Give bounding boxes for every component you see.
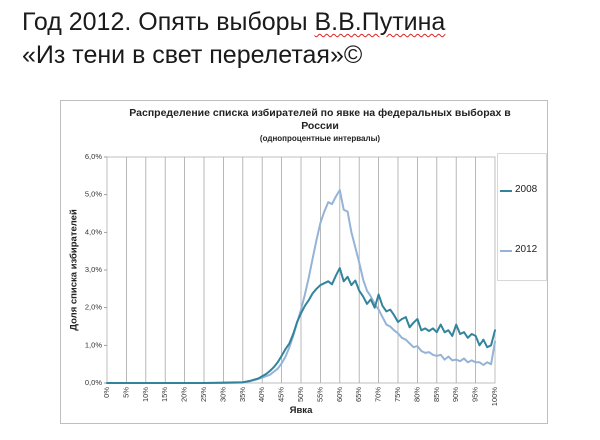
- y-tick-label: 6,0%: [85, 152, 102, 161]
- x-tick-label: 10%: [141, 387, 150, 402]
- legend-swatch: [500, 190, 512, 192]
- x-tick-label: 40%: [257, 387, 266, 402]
- series-line-2012: [106, 189, 496, 384]
- slide-title: Год 2012. Опять выборы В.В.Путина «Из те…: [22, 6, 445, 72]
- x-tick-label: 65%: [354, 387, 363, 402]
- chart-subtitle: (однопроцентные интервалы): [259, 134, 381, 143]
- y-axis-label: Доля списка избирателей: [69, 209, 80, 331]
- chart-plot: 0% 5% 10% 15% 20% 25% 30% 35% 40% 45% 50% 55% 60% 65%…: [69, 152, 499, 416]
- slide-title-line1-prefix: Год 2012. Опять выборы: [22, 8, 315, 36]
- x-tick-label: 5%: [121, 387, 130, 398]
- chart-frame: Распределение списка избирателей по явке…: [60, 100, 548, 424]
- x-tick-label: 25%: [199, 387, 208, 402]
- x-tick-label: 45%: [277, 387, 286, 402]
- y-tick-label: 5,0%: [85, 190, 102, 199]
- y-tick-label: 1,0%: [85, 340, 102, 349]
- y-tick-label: 4,0%: [85, 227, 102, 236]
- slide-title-line2: «Из тени в свет перелетая»©: [22, 41, 363, 69]
- y-tick-label: 3,0%: [85, 265, 102, 274]
- legend-swatch: [500, 250, 512, 252]
- legend-label: 2008: [515, 184, 538, 195]
- x-tick-label: 50%: [296, 387, 305, 402]
- x-tick-label: 30%: [218, 387, 227, 402]
- x-tick-label: 60%: [335, 387, 344, 402]
- slide-title-line1-name: В.В.Путина: [314, 8, 446, 36]
- legend-item-2008: 2008: [498, 184, 548, 198]
- x-tick-label: 70%: [374, 387, 383, 402]
- series-line-2008: [106, 267, 496, 384]
- y-tick-label: 0,0%: [85, 378, 102, 387]
- legend-label: 2012: [515, 244, 538, 255]
- x-tick-label: 75%: [393, 387, 402, 402]
- x-tick-label: 20%: [180, 387, 189, 402]
- legend-item-2012: 2012: [498, 244, 548, 258]
- x-axis-label: Явка: [290, 405, 313, 416]
- chart-legend: 2008 2012: [497, 153, 547, 281]
- chart-title: Распределение списка избирателей по явке…: [129, 107, 511, 132]
- x-tick-label: 55%: [315, 387, 324, 402]
- x-tick-label: 95%: [471, 387, 480, 402]
- y-tick-label: 2,0%: [85, 303, 102, 312]
- x-tick-label: 0%: [102, 387, 111, 398]
- x-tick-label: 15%: [160, 387, 169, 402]
- x-tick-label: 35%: [238, 387, 247, 402]
- x-tick-label: 90%: [451, 387, 460, 402]
- x-tick-label: 80%: [412, 387, 421, 402]
- x-tick-label: 100%: [490, 387, 499, 407]
- x-tick-label: 85%: [432, 387, 441, 402]
